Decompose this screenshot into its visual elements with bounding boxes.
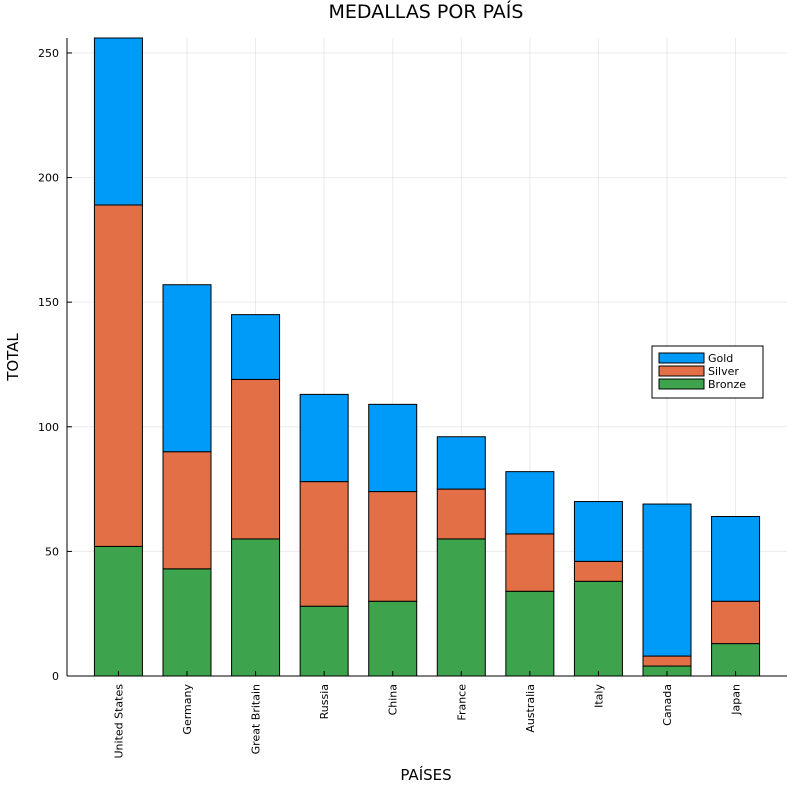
x-tick-label: Canada (661, 684, 674, 726)
bar-bronze (368, 600, 418, 677)
bar-silver (162, 451, 212, 570)
bar-bronze (162, 568, 212, 677)
bar-bronze (711, 643, 761, 677)
bar-silver (711, 600, 761, 645)
y-tick-label: 50 (45, 545, 59, 558)
y-tick-label: 150 (38, 296, 59, 309)
bar-gold (299, 393, 349, 483)
bar-silver (573, 560, 623, 582)
y-tick-label: 250 (38, 47, 59, 60)
x-axis-title: PAÍSES (400, 765, 451, 784)
chart-title: MEDALLAS POR PAÍS (329, 0, 524, 23)
legend-swatch-silver (658, 365, 705, 377)
legend-swatch-gold (658, 352, 705, 364)
legend-swatch-bronze (658, 378, 705, 390)
x-tick-label: United States (112, 684, 125, 759)
x-tick-label: Japan (730, 684, 743, 716)
y-tick-labels: 0 50 100 150 200 250 (38, 47, 59, 683)
bar-bronze (505, 590, 555, 677)
axes (66, 38, 787, 677)
bar-bronze (93, 545, 143, 677)
bar-bronze (573, 580, 623, 677)
y-tick-label: 100 (38, 421, 59, 434)
bar-bronze (231, 538, 281, 677)
x-tick-label: Australia (524, 684, 537, 733)
x-tick-labels: United States Germany Great Britain Russia C… (112, 684, 742, 759)
x-tick-label: Germany (181, 684, 194, 735)
x-tick-label: China (387, 684, 400, 715)
bar-silver (642, 655, 692, 667)
bar-bronze (436, 538, 486, 677)
bar-silver (299, 481, 349, 607)
legend-label-gold: Gold (708, 352, 733, 365)
bar-gold (93, 37, 143, 206)
bar-gold (711, 516, 761, 602)
y-tick-label: 200 (38, 172, 59, 185)
bar-gold (642, 503, 692, 657)
bar-silver (505, 533, 555, 592)
legend-label-bronze: Bronze (708, 378, 746, 391)
bar-bronze (299, 605, 349, 677)
x-tick-label: Great Britain (250, 684, 263, 754)
bar-gold (162, 284, 212, 453)
bar-silver (231, 378, 281, 540)
bar-gold (368, 403, 418, 493)
bar-silver (93, 204, 143, 547)
bar-gold (231, 314, 281, 380)
bar-gold (505, 471, 555, 535)
legend-label-silver: Silver (708, 365, 739, 378)
bar-gold (573, 501, 623, 562)
y-axis-title: TOTAL (4, 333, 22, 382)
bar-silver (436, 488, 486, 540)
x-tick-label: France (455, 684, 468, 721)
x-tick-label: Italy (592, 684, 605, 708)
bar-silver (368, 491, 418, 602)
x-tick-label: Russia (318, 684, 331, 719)
bars (93, 37, 761, 677)
bar-gold (436, 436, 486, 490)
y-tick-label: 0 (52, 670, 59, 683)
